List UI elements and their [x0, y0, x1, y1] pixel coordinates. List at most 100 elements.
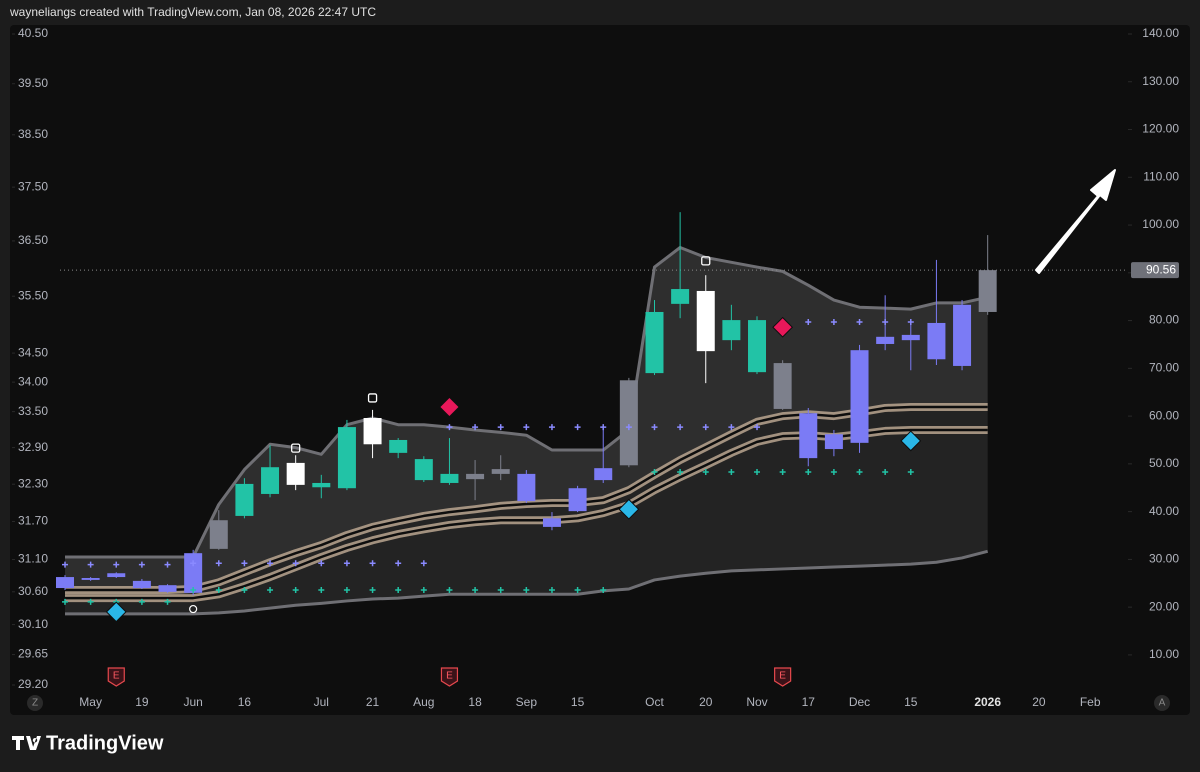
square-marker — [291, 443, 301, 453]
plus-marker — [292, 586, 299, 593]
diamond-marker — [900, 430, 922, 452]
plus-marker — [805, 468, 812, 475]
candle-body — [261, 467, 280, 494]
y2-tick-label: 34.50 — [18, 345, 48, 359]
y2-tick-label: 35.50 — [18, 288, 48, 302]
plus-marker — [215, 560, 222, 567]
x-tick-label: 17 — [802, 695, 816, 709]
y-tick-label: 20.00 — [1149, 599, 1179, 613]
plus-marker — [138, 598, 145, 605]
x-tick-label: Sep — [516, 695, 538, 709]
axis-button[interactable] — [1154, 695, 1170, 711]
plus-marker — [677, 424, 684, 431]
x-tick-label: Nov — [746, 695, 767, 709]
candle-body — [722, 320, 741, 341]
y2-tick-label: 39.50 — [18, 76, 48, 90]
x-tick-label: Oct — [645, 695, 664, 709]
x-tick-label: 18 — [468, 695, 482, 709]
plus-marker — [87, 561, 94, 568]
candle-body — [466, 473, 485, 480]
plus-marker — [267, 560, 274, 567]
x-tick-label: 2026 — [974, 695, 1001, 709]
plus-marker — [907, 319, 914, 326]
annotation-arrow — [1035, 169, 1116, 274]
candle-body — [594, 468, 613, 481]
x-tick-label: May — [79, 695, 102, 709]
plus-marker — [600, 586, 607, 593]
plus-marker — [62, 561, 68, 568]
plus-marker — [523, 424, 530, 431]
plus-marker — [113, 561, 120, 568]
x-tick-label: Feb — [1080, 695, 1101, 709]
candle-body — [81, 578, 100, 580]
x-tick-label: 15 — [904, 695, 918, 709]
candle-body — [901, 334, 920, 341]
earnings-label: E — [779, 671, 786, 682]
y-tick-label: 40.00 — [1149, 504, 1179, 518]
plus-marker — [625, 424, 632, 431]
y-tick-label: 60.00 — [1149, 408, 1179, 422]
plus-marker — [548, 424, 555, 431]
plus-marker — [574, 424, 581, 431]
earnings-badge — [774, 667, 792, 687]
plus-marker — [446, 586, 453, 593]
x-tick-label: 21 — [366, 695, 380, 709]
x-tick-label: Aug — [413, 695, 434, 709]
plus-marker — [677, 468, 684, 475]
x-tick-label: 15 — [571, 695, 585, 709]
earnings-label: E — [446, 671, 453, 682]
candle-body — [56, 577, 74, 589]
plus-marker — [856, 468, 863, 475]
y2-tick-label: 30.10 — [18, 617, 48, 631]
axis-button[interactable] — [27, 695, 43, 711]
y-tick-label: 130.00 — [1142, 74, 1179, 88]
plus-marker — [472, 424, 479, 431]
logo-text: TradingView — [46, 732, 164, 754]
candle-body — [312, 482, 331, 488]
candle-body — [619, 380, 638, 466]
axes: 10.00 20.00 30.00 40.00 50.00 60.00 70.00 80.00… — [12, 26, 1179, 691]
candle-body — [978, 270, 997, 312]
overlay-line — [65, 549, 989, 616]
plus-marker — [420, 560, 427, 567]
plus-marker — [292, 560, 299, 567]
y2-tick-label: 29.20 — [18, 677, 48, 691]
axis-button-label[interactable]: A — [1159, 698, 1166, 709]
y2-tick-label: 29.65 — [18, 647, 48, 661]
plus-marker — [754, 424, 761, 431]
y2-tick-label: 31.10 — [18, 552, 48, 566]
plus-marker — [497, 424, 504, 431]
candle-body — [286, 462, 305, 485]
plus-marker — [882, 319, 889, 326]
axis-button-label[interactable]: Z — [32, 698, 38, 709]
y2-tick-label: 33.50 — [18, 404, 48, 418]
last-price-box — [1131, 262, 1179, 279]
candle-body — [363, 418, 382, 445]
plus-marker — [574, 586, 581, 593]
plus-marker — [190, 560, 197, 567]
candle-body — [158, 585, 177, 592]
plus-marker — [62, 598, 68, 605]
plus-marker — [164, 561, 171, 568]
earnings-badge — [107, 667, 125, 687]
plus-marker — [600, 424, 607, 431]
plus-marker — [164, 598, 171, 605]
candle-body — [799, 413, 818, 459]
plus-marker — [856, 319, 863, 326]
candle-body — [850, 350, 869, 443]
overlay-line — [65, 245, 989, 559]
candle-body — [132, 580, 151, 589]
chart-panel — [10, 25, 1190, 715]
candle-body — [491, 469, 510, 474]
plus-marker — [651, 424, 658, 431]
plus-marker — [190, 586, 197, 593]
plus-marker — [728, 468, 735, 475]
candle-body — [953, 304, 972, 366]
candle-body — [107, 573, 126, 578]
plus-marker — [87, 598, 94, 605]
square-marker — [701, 256, 711, 266]
plus-marker — [446, 424, 453, 431]
x-tick-label: Jun — [183, 695, 202, 709]
y-tick-label: 80.00 — [1149, 313, 1179, 327]
